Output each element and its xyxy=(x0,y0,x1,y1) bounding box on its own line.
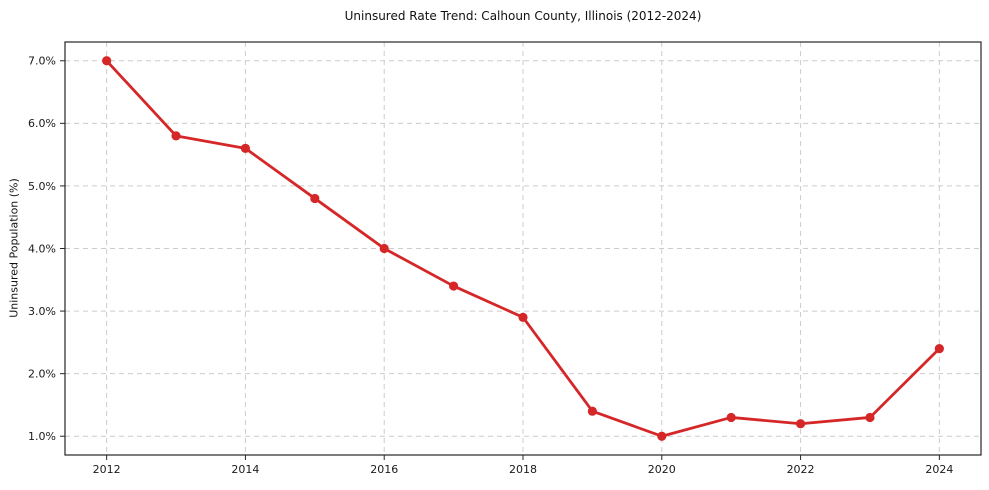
x-tick-label: 2020 xyxy=(648,463,676,476)
data-point-marker xyxy=(795,419,806,429)
data-point-marker xyxy=(587,406,597,416)
y-tick-label: 6.0% xyxy=(28,117,56,130)
data-point-marker xyxy=(934,344,944,354)
chart-title: Uninsured Rate Trend: Calhoun County, Il… xyxy=(344,9,702,23)
data-point-marker xyxy=(518,312,528,322)
x-tick-label: 2012 xyxy=(93,463,121,476)
x-tick-label: 2018 xyxy=(509,463,537,476)
y-tick-label: 3.0% xyxy=(28,305,56,318)
data-point-marker xyxy=(726,412,736,423)
data-point-marker xyxy=(449,281,459,291)
data-point-marker xyxy=(171,131,181,141)
x-tick-label: 2024 xyxy=(925,463,953,476)
data-point-marker xyxy=(240,143,251,153)
plot-border xyxy=(64,41,982,456)
x-tick-label: 2014 xyxy=(231,463,259,476)
y-tick-label: 7.0% xyxy=(28,55,56,68)
y-tick-label: 1.0% xyxy=(28,430,56,443)
y-tick-label: 2.0% xyxy=(28,368,56,381)
x-tick-label: 2016 xyxy=(370,463,398,476)
data-point-marker xyxy=(379,243,389,254)
data-point-marker xyxy=(865,412,875,423)
data-point-marker xyxy=(310,193,320,204)
y-tick-label: 5.0% xyxy=(28,180,56,193)
x-tick-label: 2022 xyxy=(787,463,815,476)
data-point-marker xyxy=(657,431,667,441)
y-tick-label: 4.0% xyxy=(28,242,56,255)
data-point-marker xyxy=(102,56,112,66)
